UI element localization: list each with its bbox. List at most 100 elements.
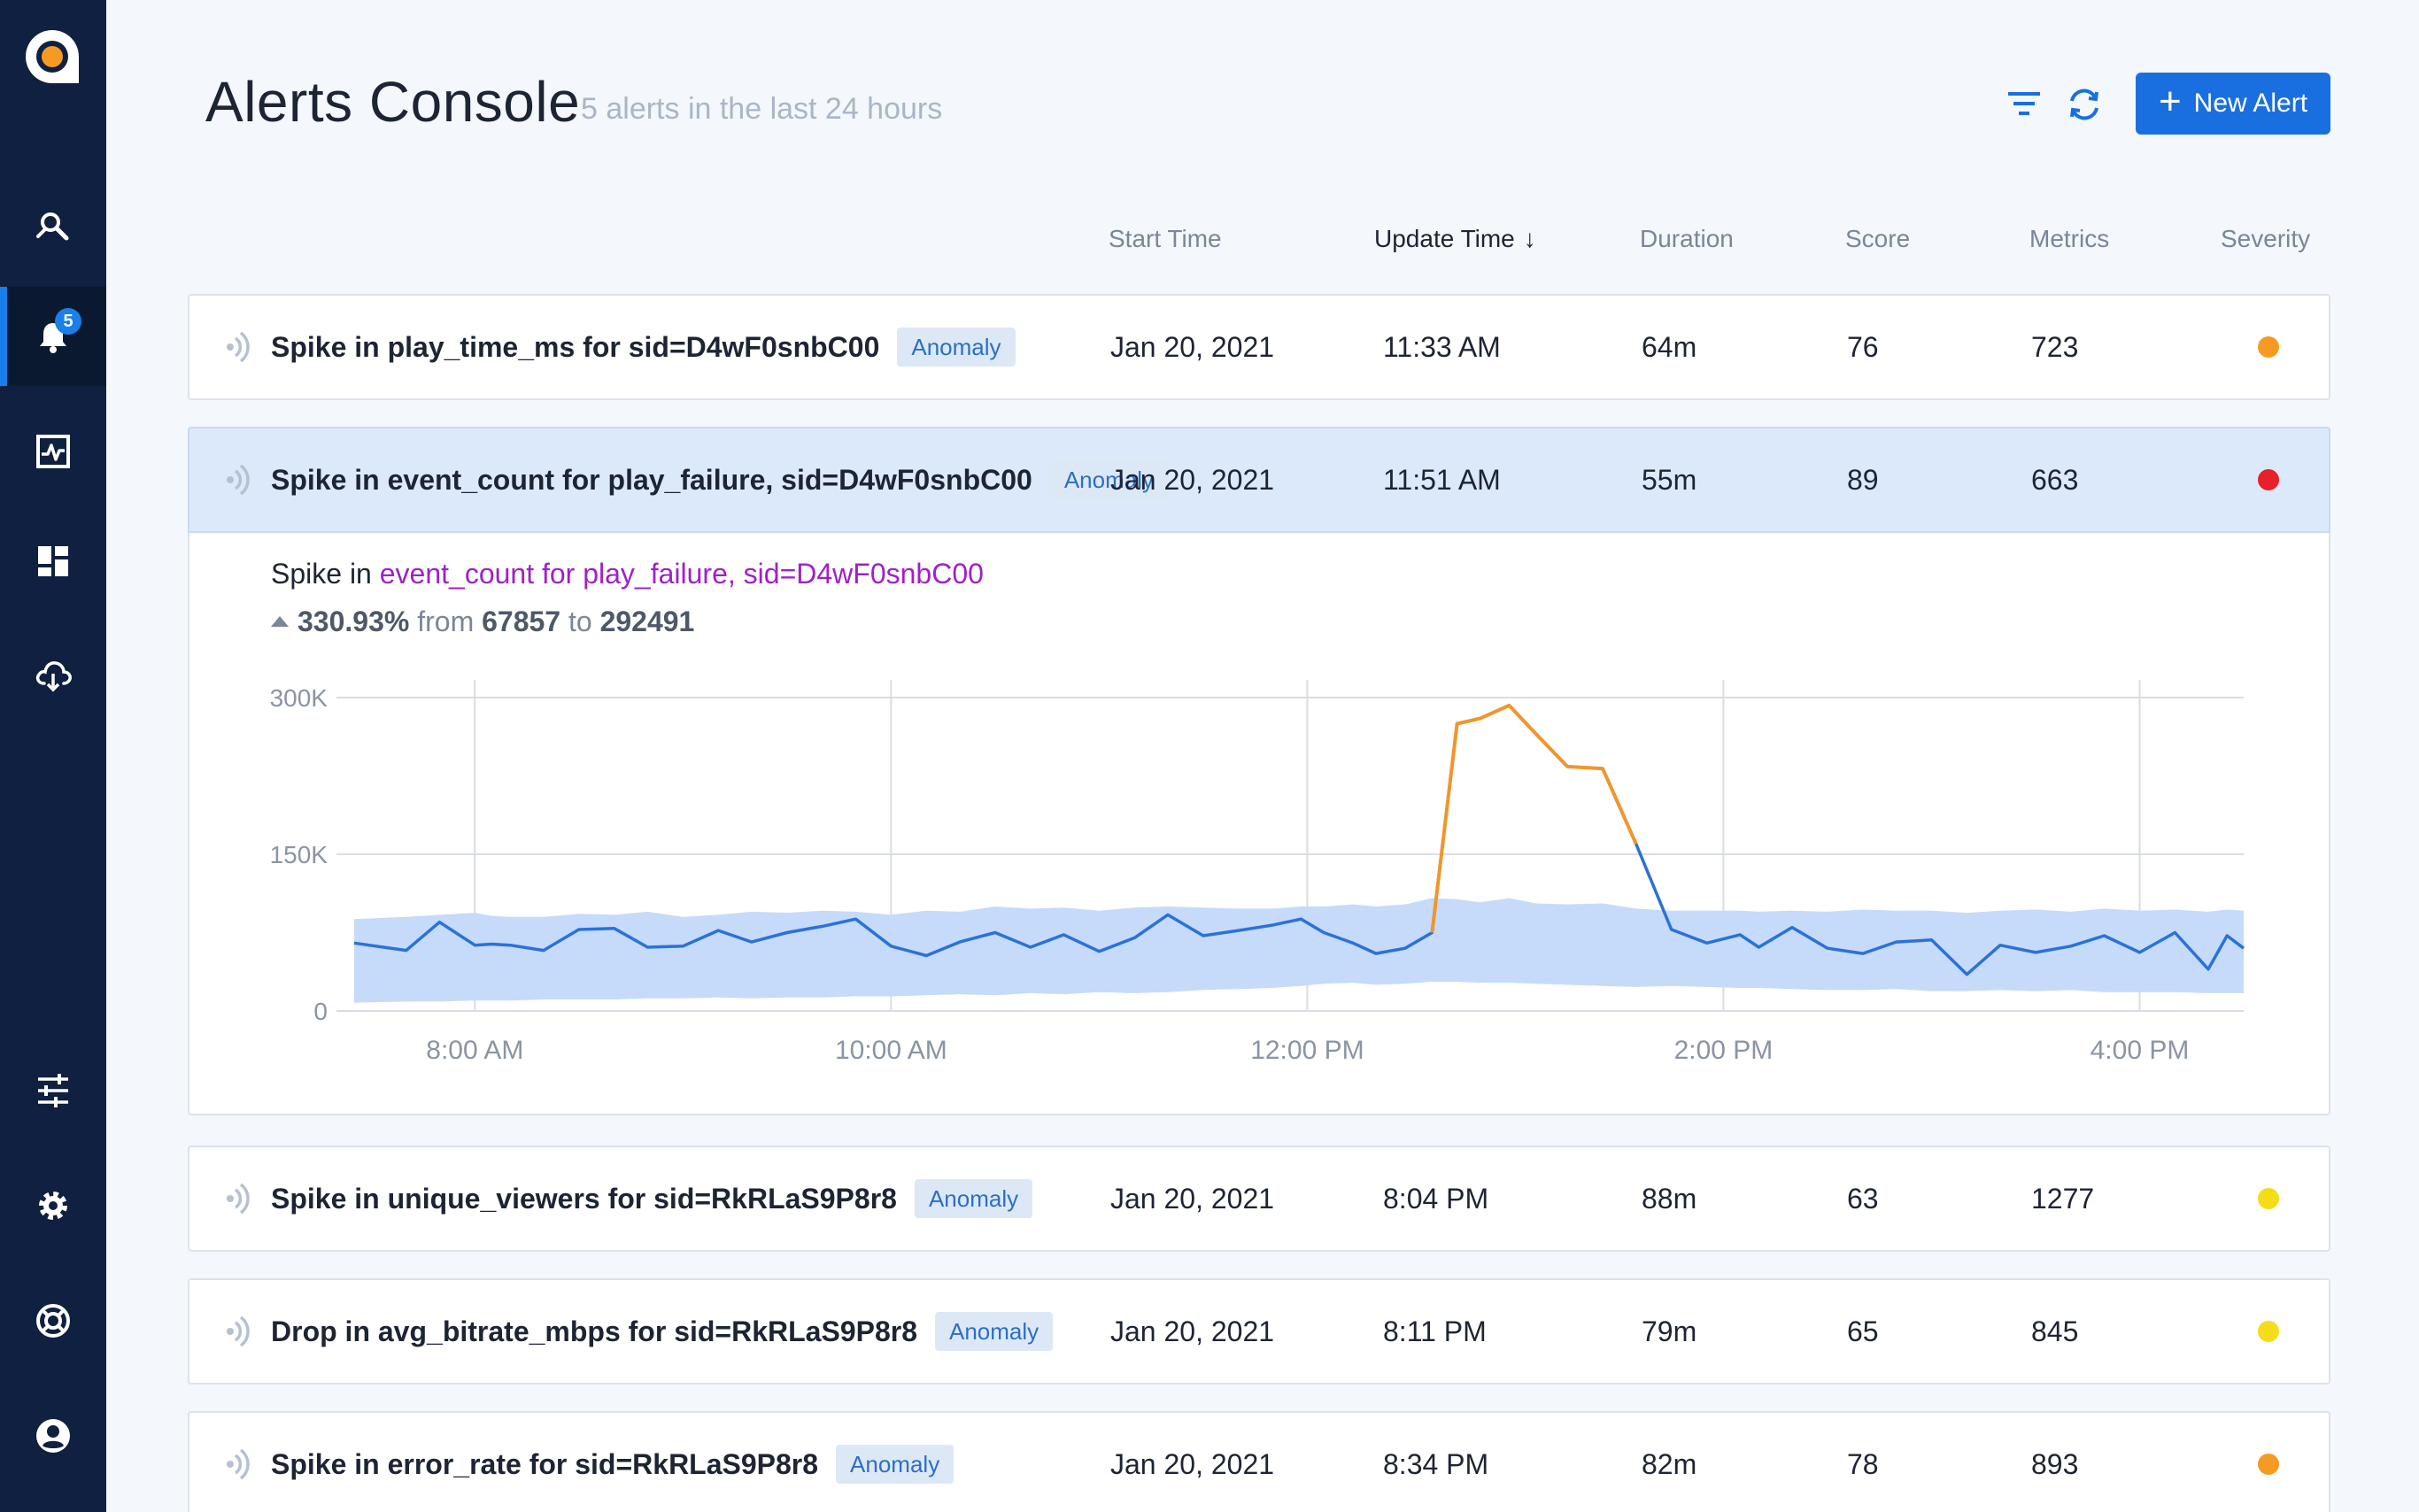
alert-row[interactable]: Spike in error_rate for sid=RkRLaS9P8r8 A… <box>188 1411 2330 1512</box>
alert-update-time: 8:11 PM <box>1383 1315 1487 1347</box>
series-line <box>353 704 2245 976</box>
alert-row[interactable]: Drop in avg_bitrate_mbps for sid=RkRLaS9… <box>188 1278 2330 1385</box>
alert-update-time: 11:33 AM <box>1383 331 1501 363</box>
sort-descending-icon: ↓ <box>1523 225 1536 252</box>
sidebar: 5 <box>0 0 106 1512</box>
detail-metric-link[interactable]: event_count for play_failure, sid=D4wF0s… <box>379 558 984 590</box>
anomaly-chart[interactable]: 300K 150K 0 8:00 AM 10:00 AM 12:00 PM 2:00 PM 4… <box>189 533 2332 1115</box>
anomaly-signal-icon <box>227 331 250 363</box>
sidebar-item-account[interactable] <box>0 1386 106 1485</box>
alert-metrics: 893 <box>2031 1448 2079 1480</box>
x-tick-label: 2:00 PM <box>1674 1036 1774 1065</box>
alert-update-time: 8:04 PM <box>1383 1183 1489 1215</box>
alert-type-tag: Anomaly <box>1049 460 1168 499</box>
sidebar-item-metrics[interactable] <box>0 402 106 501</box>
alert-type-tag: Anomaly <box>897 328 1016 366</box>
anomaly-signal-icon <box>227 1183 250 1215</box>
detail-to-value: 292491 <box>599 606 695 637</box>
detail-change: 330.93% from 67857 to 292491 <box>271 606 694 638</box>
alert-metrics: 723 <box>2031 331 2079 363</box>
alerts-count-badge: 5 <box>55 308 81 335</box>
alert-type-tag: Anomaly <box>914 1179 1033 1218</box>
column-header-severity[interactable]: Severity <box>2221 225 2311 252</box>
x-tick-label: 12:00 PM <box>1250 1036 1364 1065</box>
alert-duration: 79m <box>1642 1315 1697 1347</box>
detail-from-value: 67857 <box>482 606 561 637</box>
alert-start-time: Jan 20, 2021 <box>1110 464 1275 496</box>
column-header-score[interactable]: Score <box>1845 225 1911 252</box>
alert-duration: 88m <box>1642 1183 1697 1215</box>
alert-title-text: Spike in unique_viewers for sid=RkRLaS9P… <box>271 1183 897 1215</box>
sidebar-item-settings[interactable] <box>0 1156 106 1255</box>
anomaly-signal-icon <box>227 1448 250 1480</box>
alert-metrics: 845 <box>2031 1315 2079 1347</box>
sidebar-item-dashboards[interactable] <box>0 512 106 611</box>
severity-indicator <box>2258 1454 2279 1475</box>
sliders-icon <box>38 1074 68 1107</box>
sidebar-item-support[interactable] <box>0 1271 106 1370</box>
anomaly-signal-icon <box>227 464 250 496</box>
detail-title: Spike in event_count for play_failure, s… <box>271 558 984 590</box>
severity-indicator <box>2258 1321 2279 1342</box>
metrics-icon <box>36 435 70 468</box>
alert-title: Spike in event_count for play_failure, s… <box>271 428 1168 531</box>
explore-icon <box>36 212 69 241</box>
sidebar-item-alerts[interactable]: 5 <box>0 287 106 386</box>
x-tick-label: 4:00 PM <box>2091 1036 2190 1065</box>
detail-change-percent: 330.93% <box>298 606 410 637</box>
app-logo-icon[interactable] <box>22 27 82 87</box>
x-tick-label: 10:00 AM <box>835 1036 947 1065</box>
refresh-icon[interactable] <box>2063 85 2106 124</box>
alert-title: Spike in unique_viewers for sid=RkRLaS9P… <box>271 1147 1033 1250</box>
plus-icon: + <box>2158 80 2182 123</box>
alert-score: 65 <box>1847 1315 1879 1347</box>
alert-score: 78 <box>1847 1448 1879 1480</box>
alert-duration: 82m <box>1642 1448 1697 1480</box>
filter-icon[interactable] <box>2003 85 2045 122</box>
x-tick-label: 8:00 AM <box>426 1036 523 1065</box>
alert-row[interactable]: Spike in unique_viewers for sid=RkRLaS9P… <box>188 1146 2330 1252</box>
column-header-metrics[interactable]: Metrics <box>2029 225 2110 252</box>
alert-score: 89 <box>1847 464 1879 496</box>
sidebar-item-explore[interactable] <box>0 177 106 276</box>
alert-start-time: Jan 20, 2021 <box>1110 1448 1275 1480</box>
sidebar-item-integrations[interactable] <box>0 625 106 724</box>
alert-start-time: Jan 20, 2021 <box>1110 1315 1275 1347</box>
dashboard-icon <box>38 546 68 576</box>
detail-from-label: from <box>417 606 475 637</box>
alert-update-time: 8:34 PM <box>1383 1448 1489 1480</box>
alert-row[interactable]: Spike in play_time_ms for sid=D4wF0snbC0… <box>188 294 2330 400</box>
y-tick-label: 300K <box>270 684 328 712</box>
alert-score: 76 <box>1847 331 1879 363</box>
alert-detail-panel: Spike in event_count for play_failure, s… <box>188 533 2330 1115</box>
y-tick-label: 0 <box>313 998 328 1025</box>
anomaly-signal-icon <box>227 1315 250 1347</box>
column-header-start-time[interactable]: Start Time <box>1109 225 1222 252</box>
alert-metrics: 663 <box>2031 464 2079 496</box>
y-tick-label: 150K <box>270 841 328 868</box>
new-alert-button[interactable]: + New Alert <box>2136 73 2330 135</box>
sidebar-item-preferences[interactable] <box>0 1041 106 1140</box>
alert-type-tag: Anomaly <box>935 1312 1054 1351</box>
alert-duration: 55m <box>1642 464 1697 496</box>
alert-duration: 64m <box>1642 331 1697 363</box>
alert-start-time: Jan 20, 2021 <box>1110 331 1275 363</box>
increase-arrow-icon <box>271 615 289 627</box>
alert-update-time: 11:51 AM <box>1383 464 1501 496</box>
alert-title: Spike in play_time_ms for sid=D4wF0snbC0… <box>271 296 1016 398</box>
column-header-duration[interactable]: Duration <box>1640 225 1734 252</box>
alert-row[interactable]: Spike in event_count for play_failure, s… <box>188 427 2330 533</box>
column-header-update-time[interactable]: Update Time ↓ <box>1374 225 1536 253</box>
detail-to-label: to <box>568 606 592 637</box>
severity-indicator <box>2258 1188 2279 1209</box>
gear-icon <box>39 1192 67 1220</box>
alert-title-text: Spike in error_rate for sid=RkRLaS9P8r8 <box>271 1448 819 1480</box>
severity-indicator <box>2258 469 2279 490</box>
alert-metrics: 1277 <box>2031 1183 2095 1215</box>
alert-type-tag: Anomaly <box>836 1445 954 1484</box>
alert-title-text: Spike in play_time_ms for sid=D4wF0snbC0… <box>271 331 880 363</box>
page-subtitle: 5 alerts in the last 24 hours <box>581 92 943 126</box>
detail-title-prefix: Spike in <box>271 558 380 590</box>
cloud-download-icon <box>35 661 72 692</box>
column-header-update-time-label: Update Time <box>1374 225 1515 252</box>
